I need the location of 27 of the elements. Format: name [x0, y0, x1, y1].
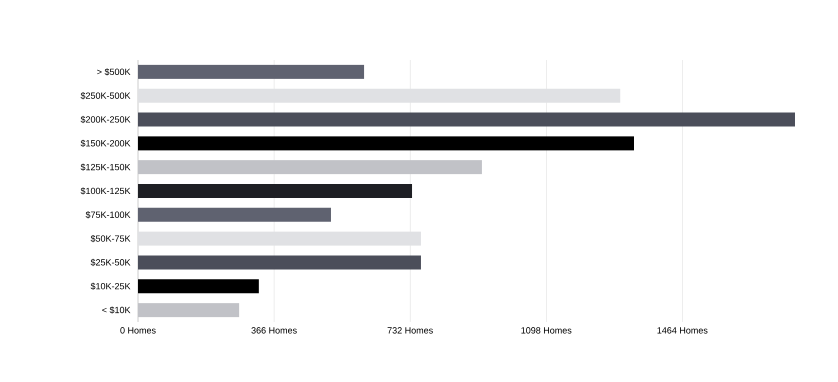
- y-tick-label: $25K-50K: [90, 258, 130, 266]
- x-tick-label: 732 Homes: [388, 327, 433, 334]
- x-tick-label: 366 Homes: [251, 327, 297, 334]
- bar: [138, 184, 412, 198]
- y-tick-label: $50K-75K: [90, 234, 130, 242]
- y-tick-label: $150K-200K: [80, 140, 130, 147]
- y-tick-label: $250K-500K: [80, 92, 130, 100]
- y-tick-label: < $10K: [102, 306, 130, 314]
- y-tick-label: $10K-25K: [90, 282, 130, 290]
- bar: [138, 232, 421, 246]
- bar: [138, 255, 421, 270]
- bar: [138, 208, 331, 222]
- y-tick-label: $200K-250K: [80, 116, 130, 124]
- x-tick-label: 1098 Homes: [521, 327, 572, 334]
- bar: [138, 112, 795, 127]
- y-tick-label: > $500K: [97, 68, 130, 76]
- bar: [138, 136, 634, 150]
- y-tick-label: $75K-100K: [86, 211, 130, 218]
- bar: [138, 303, 240, 318]
- bar: [138, 279, 259, 294]
- x-tick-label: 1464 Homes: [658, 327, 708, 334]
- x-tick-label: 0 Homes: [120, 327, 156, 334]
- bar: [138, 88, 620, 103]
- bar: [138, 64, 364, 79]
- y-tick-label: $100K-125K: [80, 187, 130, 195]
- y-tick-label: $125K-150K: [80, 164, 130, 171]
- bar: [138, 160, 482, 174]
